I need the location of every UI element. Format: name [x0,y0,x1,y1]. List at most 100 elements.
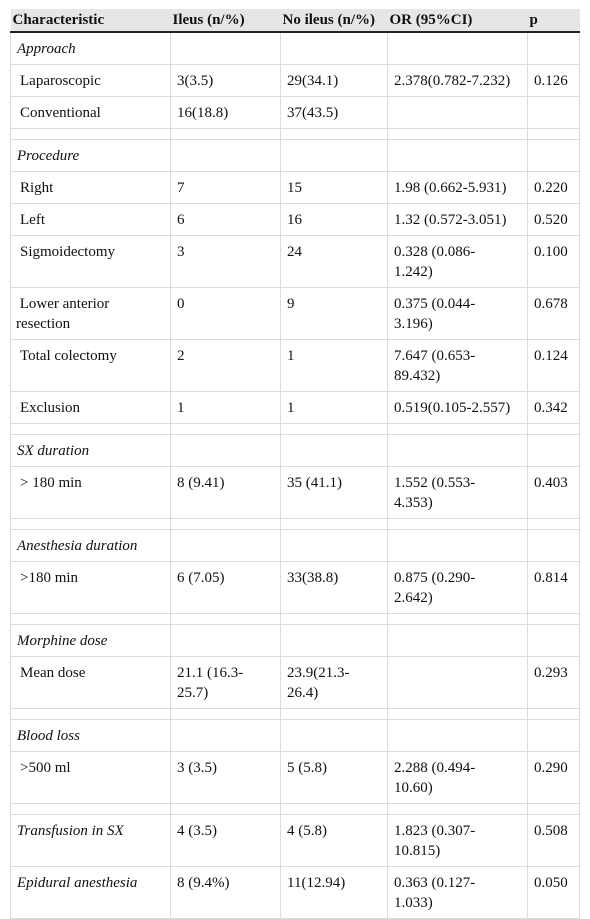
empty-cell [387,31,528,65]
table-row: >500 ml 3 (3.5) 5 (5.8) 2.288 (0.494- 10.… [10,751,580,804]
section-row: Anesthesia duration [10,529,580,562]
empty-cell [170,139,281,172]
p-cell: 0.814 [527,561,580,614]
no-ileus-cell: 1 [280,339,388,392]
empty-cell [170,719,281,752]
ileus-cell: 8 (9.41) [170,466,281,519]
or-cell: 2.378(0.782-7.232) [387,64,528,97]
table-row: Conventional 16(18.8) 37(43.5) [10,96,580,129]
empty-cell [170,434,281,467]
row-label: Total colectomy [10,339,171,392]
or-line-2: 3.196) [394,316,433,332]
row-label: > 180 min [10,466,171,519]
no-ileus-cell: 24 [280,235,388,288]
or-cell [387,656,528,709]
ileus-cell: 21.1 (16.3- 25.7) [170,656,281,709]
no-ileus-cell: 4 (5.8) [280,814,388,867]
table-row: > 180 min 8 (9.41) 35 (41.1) 1.552 (0.55… [10,466,580,519]
results-table: Characteristic Ileus (n/%) No ileus (n/%… [10,9,580,919]
p-cell: 0.520 [527,203,580,236]
section-row: Morphine dose [10,624,580,657]
empty-cell [280,719,388,752]
no-ileus-cell: 23.9(21.3- 26.4) [280,656,388,709]
row-label: Laparoscopic [10,64,171,97]
no-ileus-cell: 1 [280,391,388,424]
no-ileus-line-1: 23.9(21.3- [287,665,350,681]
table-row: Left 6 16 1.32 (0.572-3.051) 0.520 [10,203,580,236]
section-sx-duration: SX duration [10,434,171,467]
no-ileus-cell: 9 [280,287,388,340]
or-line-1: 1.823 (0.307- [394,823,476,839]
header-no-ileus: No ileus (n/%) [280,9,388,33]
or-cell: 0.363 (0.127- 1.033) [387,866,528,919]
row-label: Mean dose [10,656,171,709]
row-label: Conventional [10,96,171,129]
ileus-cell: 16(18.8) [170,96,281,129]
or-cell: 0.519(0.105-2.557) [387,391,528,424]
table-row: Exclusion 1 1 0.519(0.105-2.557) 0.342 [10,391,580,424]
empty-cell [527,624,580,657]
section-blood-loss: Blood loss [10,719,171,752]
or-line-1: 7.647 (0.653- [394,348,476,364]
or-line-2: 1.242) [394,264,433,280]
row-label: Left [10,203,171,236]
no-ileus-cell: 15 [280,171,388,204]
section-row: Procedure [10,139,580,172]
table-row: Epidural anesthesia 8 (9.4%) 11(12.94) 0… [10,866,580,919]
p-cell [527,96,580,129]
spacer-row [10,518,580,530]
p-cell: 0.403 [527,466,580,519]
empty-cell [387,434,528,467]
header-or: OR (95%CI) [387,9,528,33]
or-line-1: 1.552 (0.553- [394,475,476,491]
spacer-row [10,708,580,720]
row-label-transfusion: Transfusion in SX [10,814,171,867]
table-row: Sigmoidectomy 3 24 0.328 (0.086- 1.242) 0… [10,235,580,288]
empty-cell [170,624,281,657]
no-ileus-cell: 35 (41.1) [280,466,388,519]
empty-cell [387,529,528,562]
section-row: Approach [10,31,580,65]
row-label: Right [10,171,171,204]
label-line-2: resection [16,316,71,332]
table-row: Transfusion in SX 4 (3.5) 4 (5.8) 1.823 … [10,814,580,867]
or-cell: 0.375 (0.044- 3.196) [387,287,528,340]
spacer-row [10,423,580,435]
or-cell [387,96,528,129]
or-line-2: 2.642) [394,590,433,606]
p-cell: 0.678 [527,287,580,340]
p-cell: 0.508 [527,814,580,867]
no-ileus-cell: 37(43.5) [280,96,388,129]
table-row: Mean dose 21.1 (16.3- 25.7) 23.9(21.3- 26.… [10,656,580,709]
header-ileus: Ileus (n/%) [170,9,281,33]
or-cell: 1.823 (0.307- 10.815) [387,814,528,867]
section-anesthesia-duration: Anesthesia duration [10,529,171,562]
row-label: Lower anterior resection [10,287,171,340]
ileus-line-1: 21.1 (16.3- [177,665,244,681]
empty-cell [527,434,580,467]
p-cell: 0.126 [527,64,580,97]
empty-cell [527,31,580,65]
no-ileus-cell: 29(34.1) [280,64,388,97]
header-p: p [527,9,580,33]
or-cell: 1.98 (0.662-5.931) [387,171,528,204]
section-morphine-dose: Morphine dose [10,624,171,657]
section-approach: Approach [10,31,171,65]
table-row: >180 min 6 (7.05) 33(38.8) 0.875 (0.290-… [10,561,580,614]
table-row: Lower anterior resection 0 9 0.375 (0.044… [10,287,580,340]
label-line-1: Lower anterior [19,296,110,312]
p-cell: 0.220 [527,171,580,204]
or-cell: 2.288 (0.494- 10.60) [387,751,528,804]
or-line-2: 89.432) [394,368,441,384]
or-line-1: 0.875 (0.290- [394,570,476,586]
row-label: >180 min [10,561,171,614]
ileus-cell: 7 [170,171,281,204]
section-procedure: Procedure [10,139,171,172]
or-line-1: 0.375 (0.044- [394,296,476,312]
ileus-line-2: 25.7) [177,685,209,701]
no-ileus-cell: 16 [280,203,388,236]
section-row: Blood loss [10,719,580,752]
row-label: Sigmoidectomy [10,235,171,288]
or-cell: 1.32 (0.572-3.051) [387,203,528,236]
or-cell: 0.328 (0.086- 1.242) [387,235,528,288]
